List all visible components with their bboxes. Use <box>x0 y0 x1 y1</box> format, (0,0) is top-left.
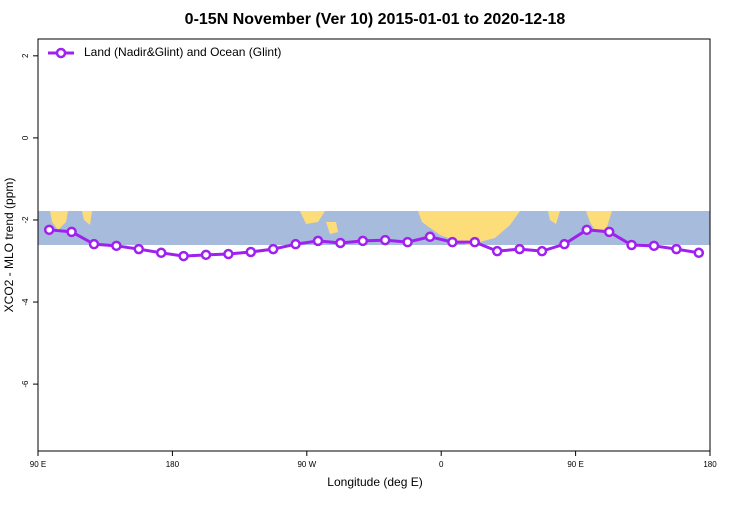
legend-marker <box>55 47 67 59</box>
point <box>223 248 234 260</box>
point <box>357 235 369 247</box>
x-tick-label: 180 <box>703 460 717 469</box>
point <box>245 246 257 258</box>
point <box>267 243 279 255</box>
point <box>111 240 122 252</box>
x-tick-label: 0 <box>439 460 444 469</box>
x-axis-label: Longitude (deg E) <box>327 475 422 489</box>
point <box>424 231 436 243</box>
x-tick-label: 90 E <box>30 460 46 469</box>
point <box>133 243 145 255</box>
y-tick-label: -6 <box>21 380 30 388</box>
point <box>335 237 346 249</box>
point <box>536 245 548 257</box>
chart-title: 0-15N November (Ver 10) 2015-01-01 to 20… <box>185 11 566 28</box>
point <box>514 243 525 255</box>
point <box>447 236 458 248</box>
point <box>178 250 189 262</box>
point <box>626 239 637 251</box>
point <box>312 235 324 247</box>
y-tick-label: 2 <box>21 53 30 58</box>
point <box>43 224 55 236</box>
legend-label: Land (Nadir&Glint) and Ocean (Glint) <box>84 45 281 59</box>
point <box>648 240 660 252</box>
y-tick-label: -4 <box>21 298 30 306</box>
x-tick-label: 90 E <box>567 460 583 469</box>
y-tick-label: -2 <box>21 216 30 224</box>
point <box>469 236 481 248</box>
point <box>671 243 682 255</box>
point <box>290 238 301 250</box>
plot-frame <box>37 38 711 452</box>
y-axis-label: XCO2 - MLO trend (ppm) <box>2 178 16 313</box>
point <box>402 236 413 248</box>
point <box>603 226 615 238</box>
point <box>491 245 503 257</box>
point <box>66 226 77 238</box>
point <box>379 234 391 246</box>
y-tick-label: 0 <box>21 135 30 140</box>
point <box>693 247 705 259</box>
point <box>559 238 570 250</box>
point <box>200 249 212 261</box>
point <box>581 224 593 236</box>
x-tick-label: 90 W <box>297 460 316 469</box>
x-tick-label: 180 <box>166 460 180 469</box>
point <box>155 247 167 259</box>
point <box>88 238 100 250</box>
